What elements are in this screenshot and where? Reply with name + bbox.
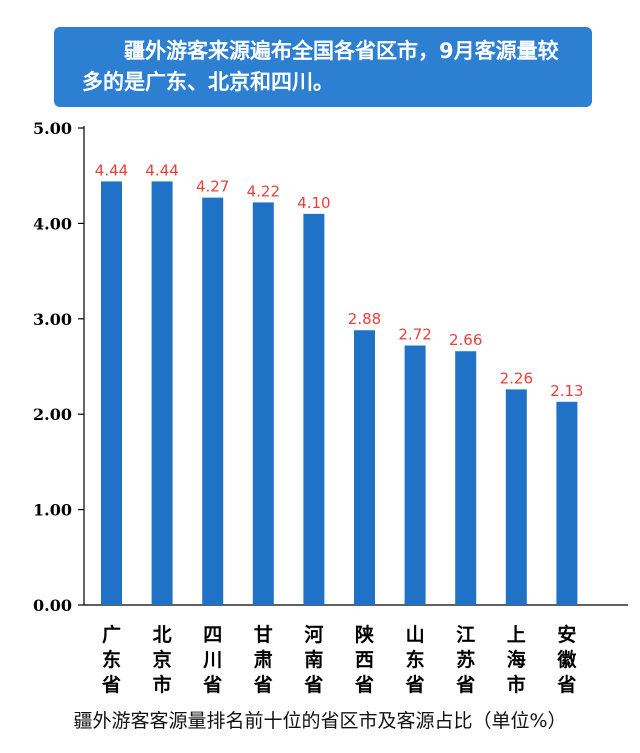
bar-value-label: 4.10 <box>297 194 330 212</box>
x-category-label: 安徽省 <box>556 623 577 696</box>
x-category-label: 江苏省 <box>455 624 475 696</box>
y-tick-label: 5.00 <box>33 119 72 138</box>
x-category-label: 北京市 <box>153 624 172 696</box>
bar-value-label: 2.72 <box>398 326 431 344</box>
x-category-label: 甘肃省 <box>253 624 273 696</box>
banner-text: 疆外游客来源遍布全国各省区市，9月客源量较多的是广东、北京和四川。 <box>82 39 559 94</box>
bar <box>151 181 173 605</box>
y-tick-label: 1.00 <box>33 501 72 520</box>
x-category-label: 上海市 <box>507 624 526 696</box>
bar-value-label: 4.22 <box>247 182 280 200</box>
bar-value-label: 2.13 <box>550 382 583 400</box>
bar-value-label: 2.88 <box>348 310 381 328</box>
bar <box>101 181 122 605</box>
y-tick-label: 3.00 <box>33 310 72 329</box>
bar <box>505 389 527 605</box>
y-tick-label: 0.00 <box>33 596 72 615</box>
bar <box>202 197 224 605</box>
x-category-label: 山东省 <box>405 624 425 696</box>
bar-chart: 0.00 1.00 2.00 3.00 4.00 5.00 4.44 广东省 4.44 北京市 4.… <box>33 119 628 696</box>
chart-caption: 疆外游客客源量排名前十位的省区市及客源占比（单位%） <box>73 710 567 732</box>
bar <box>455 351 477 605</box>
y-tick-label: 4.00 <box>33 214 72 233</box>
bar <box>556 401 578 605</box>
bar <box>303 213 325 606</box>
x-category-label: 河南省 <box>303 624 323 696</box>
title-banner: 疆外游客来源遍布全国各省区市，9月客源量较多的是广东、北京和四川。 <box>54 27 592 107</box>
bar-value-label: 2.66 <box>449 331 482 349</box>
x-category-label: 四川省 <box>202 624 222 696</box>
bar <box>404 345 426 605</box>
bar <box>354 330 375 605</box>
bar-value-label: 4.27 <box>196 178 229 196</box>
bar-value-label: 4.44 <box>95 161 128 179</box>
bar <box>252 202 274 606</box>
y-tick-label: 2.00 <box>33 405 72 424</box>
bar-value-label: 2.26 <box>500 369 533 387</box>
x-category-label: 陕西省 <box>354 623 374 696</box>
x-category-label: 广东省 <box>101 623 121 696</box>
bar-value-label: 4.44 <box>145 161 178 179</box>
